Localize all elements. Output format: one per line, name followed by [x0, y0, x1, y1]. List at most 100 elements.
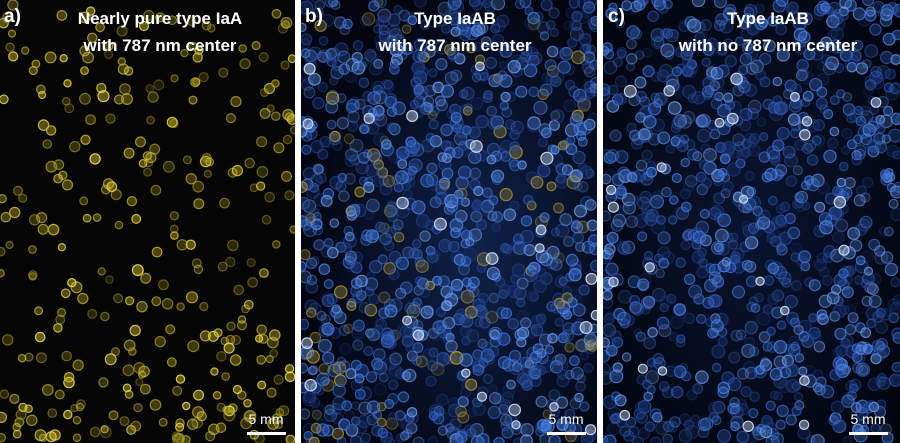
particle	[791, 280, 802, 291]
particle	[271, 240, 281, 249]
scale-bar-label: 5 mm	[249, 411, 284, 427]
particle	[491, 18, 506, 33]
particle	[586, 219, 597, 232]
particle	[270, 111, 281, 121]
particle	[21, 46, 30, 55]
particle	[37, 223, 49, 235]
particle	[314, 164, 325, 175]
particle	[7, 29, 17, 38]
particle	[290, 125, 295, 135]
particle	[628, 170, 642, 183]
particle	[169, 211, 180, 221]
particle	[603, 371, 613, 385]
particle	[803, 334, 817, 347]
particle	[75, 399, 86, 410]
particle	[198, 71, 209, 83]
particle	[383, 79, 394, 90]
particle	[117, 63, 130, 75]
particle	[540, 0, 553, 11]
particle	[176, 239, 188, 251]
particle	[712, 41, 727, 56]
particle	[301, 408, 311, 420]
particle	[358, 57, 369, 68]
particle	[833, 195, 847, 209]
particle	[685, 424, 700, 439]
panel-label: b)	[305, 6, 323, 27]
particle	[437, 425, 448, 436]
particle	[100, 311, 110, 322]
particle	[566, 135, 576, 145]
particle	[851, 154, 863, 166]
particle	[341, 242, 352, 254]
particle	[605, 262, 619, 276]
particle	[378, 291, 391, 304]
particle	[628, 426, 640, 438]
particle	[726, 162, 741, 177]
particle	[562, 309, 573, 320]
particle	[396, 324, 407, 335]
particle	[550, 69, 565, 84]
particle	[375, 221, 386, 233]
particle	[577, 121, 592, 136]
particle	[237, 315, 247, 324]
particle	[329, 218, 340, 228]
particle	[438, 157, 452, 171]
particle	[310, 218, 323, 231]
particle	[350, 203, 361, 214]
particle	[798, 319, 812, 334]
particle	[330, 402, 343, 415]
particle	[800, 97, 811, 108]
particle	[487, 405, 501, 419]
particle	[614, 92, 627, 106]
particle	[139, 383, 151, 395]
particle	[657, 231, 671, 245]
particle	[705, 317, 716, 328]
particle	[363, 112, 375, 125]
particle	[545, 72, 559, 86]
particle	[539, 83, 553, 97]
particle	[63, 79, 72, 88]
particle	[193, 389, 205, 401]
particle	[328, 133, 341, 146]
particle	[610, 130, 623, 143]
particle	[473, 185, 484, 197]
particle	[9, 206, 21, 219]
particle	[352, 291, 365, 304]
particle	[692, 150, 703, 162]
particle	[122, 383, 132, 393]
particle	[432, 320, 447, 335]
particle	[657, 131, 671, 145]
particle	[546, 181, 557, 192]
particle	[749, 391, 760, 403]
particle	[789, 128, 801, 139]
particle	[185, 172, 197, 185]
particle	[692, 293, 704, 306]
particle	[216, 402, 226, 412]
particle	[742, 420, 754, 432]
particle	[586, 339, 597, 350]
particle	[550, 227, 561, 237]
particle	[386, 200, 397, 210]
particle	[732, 70, 745, 84]
particle	[762, 98, 774, 110]
particle	[606, 422, 621, 436]
particle	[539, 31, 550, 41]
particle	[305, 307, 317, 318]
particle	[557, 60, 571, 74]
particle	[397, 49, 408, 61]
particle	[444, 71, 459, 86]
particle	[651, 287, 666, 302]
particle	[847, 54, 860, 67]
particle	[603, 173, 612, 185]
particle	[368, 0, 380, 12]
particle	[891, 361, 900, 373]
particle	[589, 18, 597, 33]
particle	[476, 391, 488, 402]
particle	[166, 357, 177, 368]
particles	[603, 0, 900, 443]
particle	[794, 42, 807, 55]
particle	[645, 166, 657, 178]
particle	[675, 46, 687, 58]
particle	[658, 324, 672, 338]
particle	[529, 374, 542, 387]
